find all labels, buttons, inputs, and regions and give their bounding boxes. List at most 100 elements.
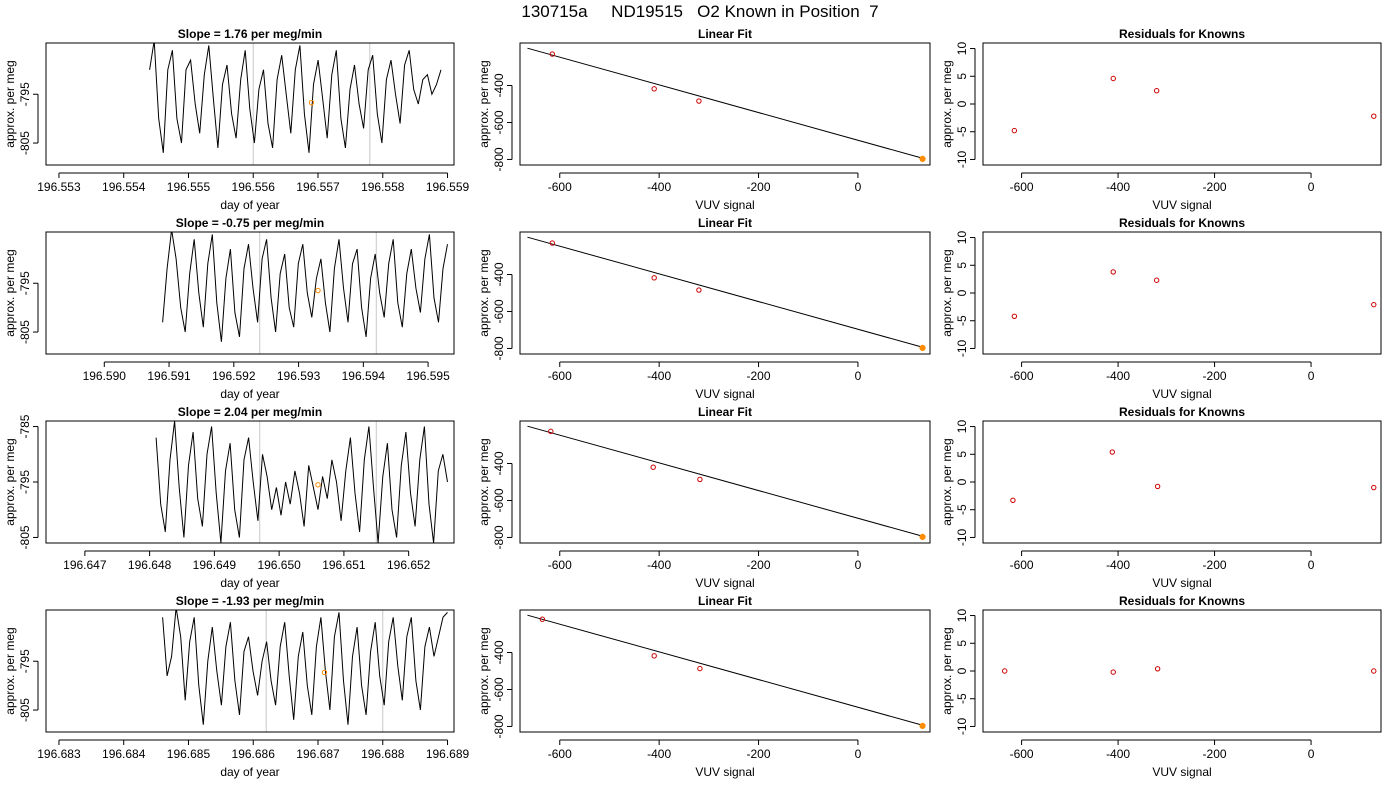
x-axis-label: VUV signal [695,576,754,590]
data-point [1011,127,1018,134]
series-line [155,421,448,543]
x-tick-label: -200 [747,747,771,761]
y-tick-label: -795 [18,271,32,295]
y-tick-label: 0 [955,100,969,107]
y-tick-label: 0 [955,667,969,674]
plot-area [1002,666,1377,675]
y-tick-label: 5 [955,451,969,458]
data-point [696,287,702,293]
data-point [548,428,554,435]
data-point [1153,277,1160,283]
y-tick-label: -400 [492,73,506,97]
y-tick-label: 10 [955,42,969,56]
fit-line [527,614,924,727]
plot-frame [45,609,455,733]
y-tick-label: -795 [18,470,32,494]
y-tick-label: 5 [955,73,969,80]
x-tick-label: -400 [1106,747,1130,761]
x-axis: -600 -400 -200 0 VUV signal [548,739,862,779]
x-axis: -600 -400 -200 0 VUV signal [1010,739,1315,779]
chart-title: Slope = -1.93 per meg/min [176,594,324,608]
y-tick-label: -805 [18,525,32,549]
x-tick-label: -400 [647,369,671,383]
highlight-point [315,482,321,488]
y-tick-label: -5 [955,693,969,704]
chart-title: Linear Fit [698,405,752,419]
y-tick-label: -400 [492,451,506,475]
x-tick-label: 196.683 [37,747,81,761]
chart-title: Residuals for Knowns [1119,594,1245,608]
data-point [697,476,703,483]
x-axis-label: VUV signal [1152,765,1211,779]
data-point [1110,269,1116,275]
x-axis: 196.590 196.591 196.592 196.593 196.594 196.5… [83,361,450,401]
x-tick-label: -600 [548,747,572,761]
chart-panel-12: Residuals for Knowns -600 -400 -200 0 VUV sig… [940,594,1382,779]
x-axis-label: day of year [220,387,279,401]
y-tick-label: -805 [18,698,32,722]
plot-frame [519,231,931,355]
figure-title: 130715a ND19515 O2 Known in Position 7 [521,2,879,21]
y-axis-label: approx. per meg [940,249,954,336]
x-tick-label: 196.688 [361,747,405,761]
plot-frame [982,420,1382,544]
chart-title: Linear Fit [698,27,752,41]
chart-title: Slope = 1.76 per meg/min [178,27,322,41]
x-tick-label: 196.684 [102,747,146,761]
x-axis-label: VUV signal [695,387,754,401]
data-point [1371,113,1377,119]
plot-area [1011,269,1377,319]
y-tick-label: -805 [18,131,32,155]
x-tick-label: -600 [548,180,572,194]
x-tick-label: -200 [1203,369,1227,383]
data-point [650,464,656,470]
x-tick-label: -600 [1010,369,1034,383]
plot-area [162,232,448,354]
y-tick-label: 5 [955,262,969,269]
data-point [549,240,556,246]
x-tick-label: -200 [1203,747,1227,761]
y-tick-label: 10 [955,231,969,245]
x-tick-label: -400 [1106,180,1130,194]
x-axis: -600 -400 -200 0 VUV signal [1010,361,1315,401]
data-point [651,86,657,92]
y-tick-label: -795 [18,82,32,106]
x-tick-label: 196.689 [426,747,470,761]
x-axis: 196.647 196.648 196.649 196.650 196.651 196.6… [63,550,431,590]
chart-panel-9: Residuals for Knowns -600 -400 -200 0 VUV sig… [940,405,1382,590]
fit-line [527,425,924,538]
series-line [149,43,442,153]
y-tick-label: -800 [492,336,506,360]
x-axis: -600 -400 -200 0 VUV signal [548,550,862,590]
x-tick-label: 0 [1308,180,1315,194]
plot-frame [45,42,455,166]
x-tick-label: -600 [1010,180,1034,194]
x-axis-label: day of year [220,576,279,590]
fit-line [527,47,924,160]
x-tick-label: 196.559 [426,180,470,194]
y-tick-label: -5 [955,504,969,515]
x-tick-label: 196.556 [232,180,276,194]
data-point [1153,87,1160,94]
y-axis-label: approx. per meg [3,60,17,147]
x-tick-label: 0 [1308,558,1315,572]
x-axis-label: day of year [220,198,279,212]
chart-title: Residuals for Knowns [1119,27,1245,41]
y-tick-label: -785 [18,414,32,438]
highlight-point [919,155,926,162]
x-tick-label: 196.557 [296,180,340,194]
plot-area [149,43,442,165]
y-axis-label: approx. per meg [477,60,491,147]
x-tick-label: -200 [747,558,771,572]
y-tick-label: 10 [955,609,969,623]
data-point [1371,668,1377,674]
y-axis-label: approx. per meg [3,627,17,714]
plot-frame [982,231,1382,355]
